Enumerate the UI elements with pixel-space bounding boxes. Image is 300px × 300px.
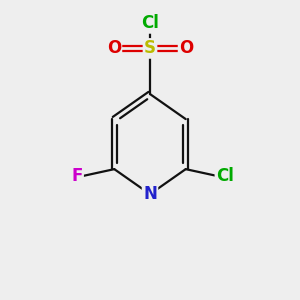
Text: S: S [144,39,156,57]
Text: O: O [107,39,121,57]
Text: Cl: Cl [216,167,234,185]
Text: O: O [179,39,193,57]
Text: F: F [71,167,82,185]
Text: N: N [143,185,157,203]
Text: Cl: Cl [141,14,159,32]
